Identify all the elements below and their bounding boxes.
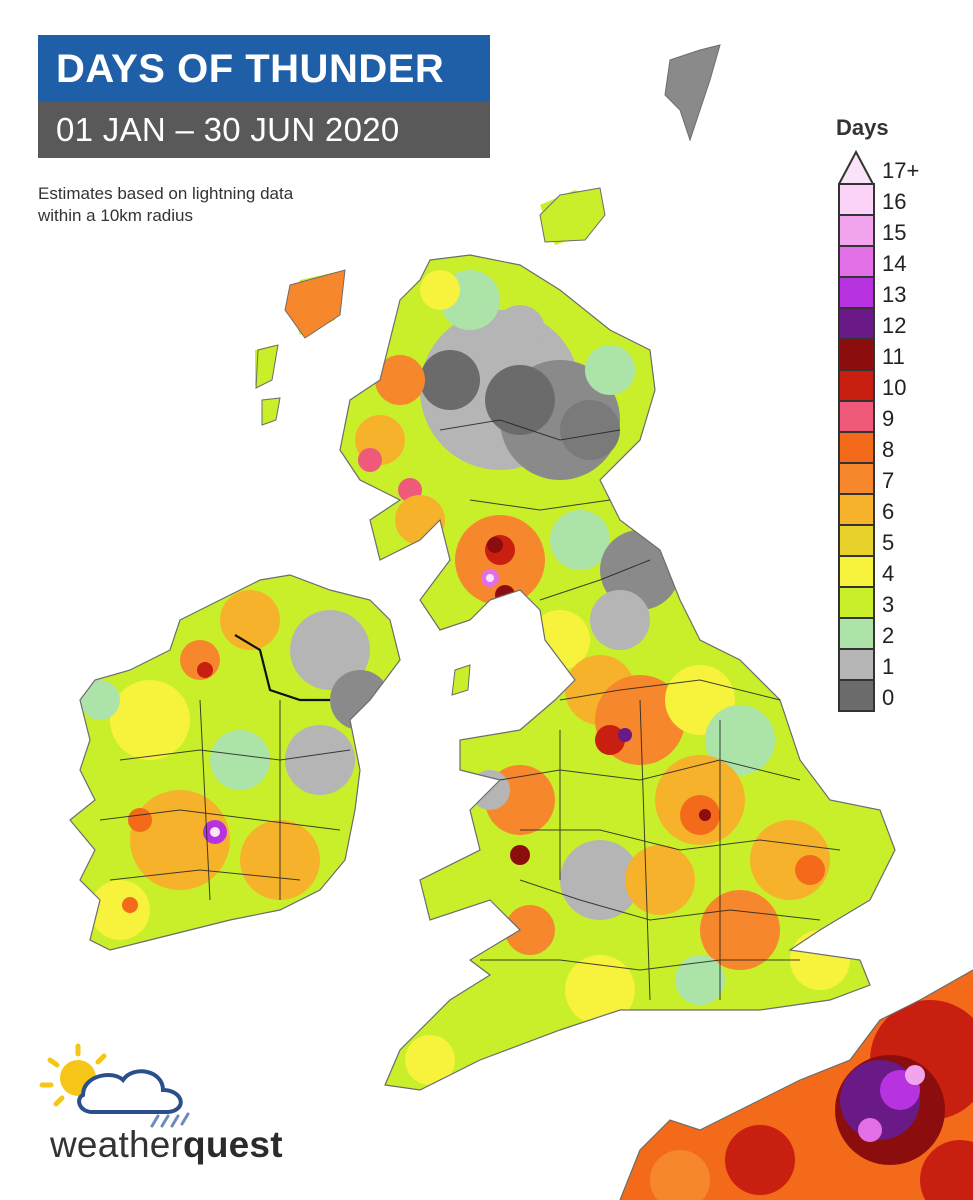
brand-wordmark: weatherquest xyxy=(50,1124,283,1166)
legend-swatch xyxy=(840,586,873,617)
sun-cloud-rain-icon xyxy=(39,1043,190,1128)
ireland-landmass xyxy=(69,574,401,951)
legend-label: 9 xyxy=(882,406,895,431)
western-isles xyxy=(255,269,346,426)
legend-swatch xyxy=(840,338,873,369)
legend-swatch xyxy=(840,648,873,679)
legend-swatch xyxy=(840,183,873,214)
legend-swatch xyxy=(840,276,873,307)
legend-labels: 17+ 16 15 14 13 12 11 10 9 8 7 6 5 4 3 2 1 0 xyxy=(882,155,919,713)
legend-label: 6 xyxy=(882,499,895,524)
legend-label: 0 xyxy=(882,685,895,710)
brand-bold: quest xyxy=(183,1124,283,1165)
legend-label: 15 xyxy=(882,220,907,245)
legend-label: 1 xyxy=(882,654,895,679)
shetland-islands xyxy=(664,44,721,142)
legend-swatch xyxy=(840,214,873,245)
legend-title: Days xyxy=(836,115,889,140)
legend-label: 8 xyxy=(882,437,895,462)
legend-swatch xyxy=(840,524,873,555)
legend-label: 7 xyxy=(882,468,895,493)
legend-label: 16 xyxy=(882,189,907,214)
legend-label: 14 xyxy=(882,251,907,276)
orkney-islands xyxy=(539,187,606,243)
legend-swatch xyxy=(840,369,873,400)
legend-swatch xyxy=(840,555,873,586)
legend-label: 17+ xyxy=(882,158,920,183)
legend-color-scale xyxy=(838,183,875,712)
legend-swatch xyxy=(840,431,873,462)
legend-label: 5 xyxy=(882,530,895,555)
legend-swatch xyxy=(840,307,873,338)
legend-label: 2 xyxy=(882,623,895,648)
brand-light: weather xyxy=(50,1124,184,1165)
isle-of-man xyxy=(451,664,471,696)
legend-swatch xyxy=(840,245,873,276)
legend-label: 13 xyxy=(882,282,907,307)
methodology-note: Estimates based on lightning data within… xyxy=(38,184,294,225)
legend-label: 4 xyxy=(882,561,895,586)
date-range-subtitle: 01 JAN – 30 JUN 2020 xyxy=(38,101,490,158)
legend-label: 11 xyxy=(882,344,905,369)
legend-label: 3 xyxy=(882,592,895,617)
legend-swatch xyxy=(840,679,873,710)
legend-swatch xyxy=(840,400,873,431)
france-landmass xyxy=(619,969,973,1200)
legend-swatch xyxy=(840,462,873,493)
weatherquest-logo: weatherquest xyxy=(38,1040,308,1170)
page-title: DAYS OF THUNDER xyxy=(38,35,490,101)
legend-overflow-triangle xyxy=(838,150,875,185)
legend-swatch xyxy=(840,493,873,524)
legend-label: 10 xyxy=(882,375,907,400)
title-block: DAYS OF THUNDER 01 JAN – 30 JUN 2020 xyxy=(38,35,490,158)
legend-swatch xyxy=(840,617,873,648)
legend-label: 12 xyxy=(882,313,907,338)
